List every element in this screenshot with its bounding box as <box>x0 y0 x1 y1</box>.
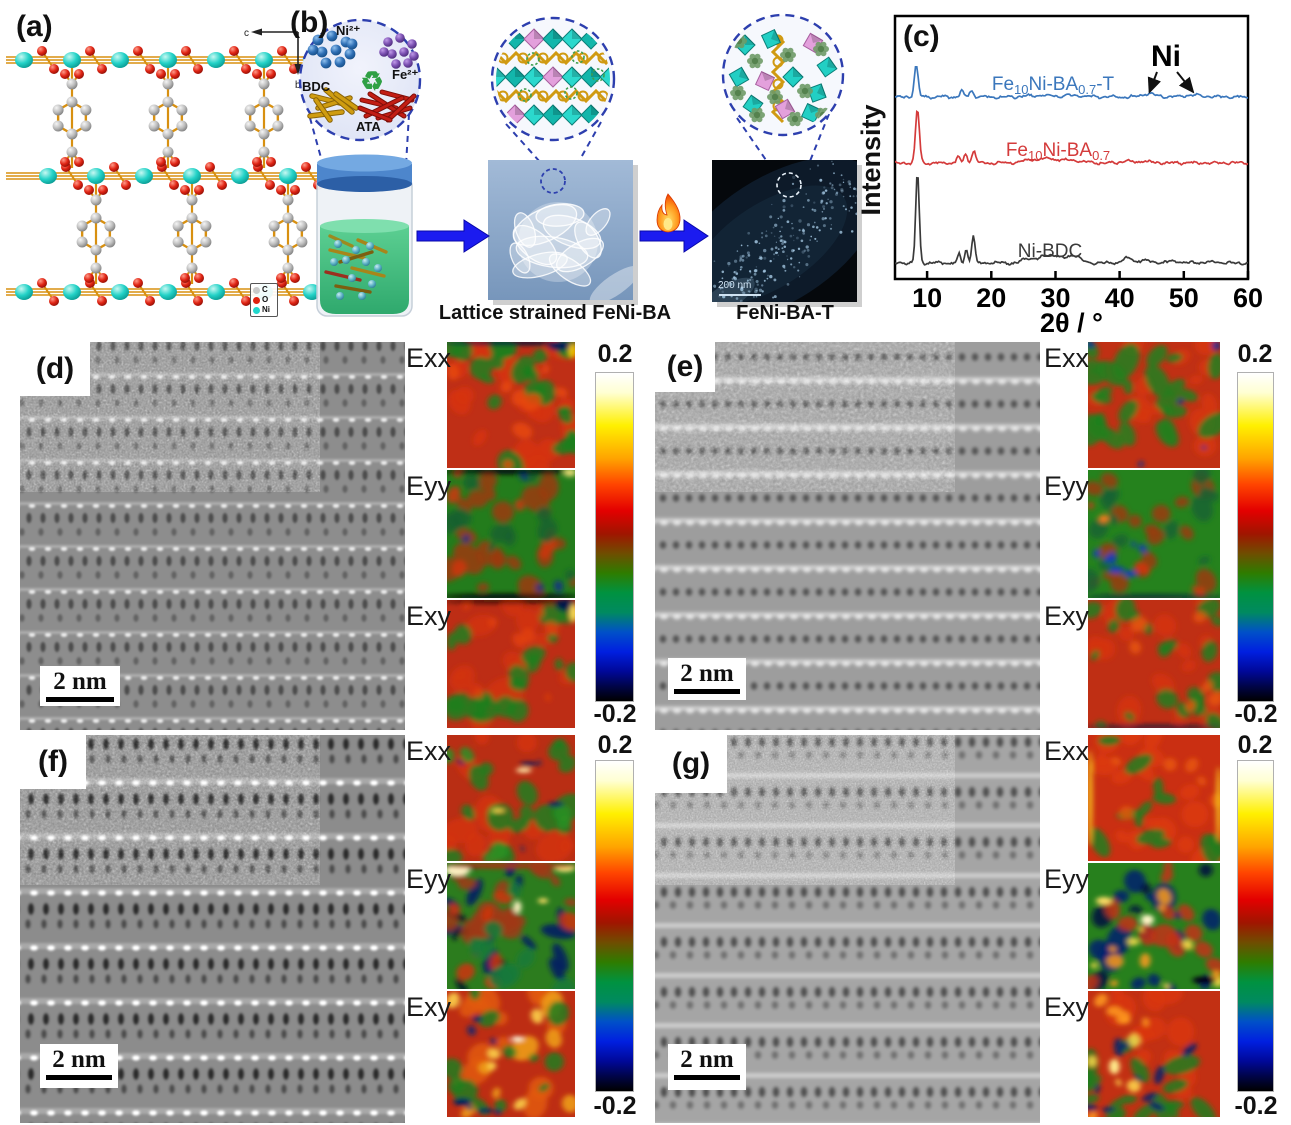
strain-map-f-exx <box>447 735 575 861</box>
strain-map-g-eyy <box>1088 863 1220 989</box>
atom-legend: C O Ni <box>250 283 278 317</box>
svg-text:50: 50 <box>1169 283 1199 313</box>
product-label-feni-ba-t: FeNi-BA-T <box>736 302 834 324</box>
panel-g-label-box: (g) <box>655 735 727 793</box>
strain-label-f-eyy: Eyy <box>406 864 452 894</box>
nickel-dot-icon <box>253 306 260 314</box>
stem-image-d <box>20 342 405 730</box>
xrd-y-axis-label: Intensity <box>856 104 886 216</box>
strain-label-f-exx: Exx <box>406 736 452 766</box>
tem-scalebar-line <box>719 294 761 296</box>
synthesis-scheme-graphic: ♻ <box>298 13 862 317</box>
scalebar-d: 2 nm <box>40 666 120 706</box>
svg-text:30: 30 <box>1040 283 1070 313</box>
svg-text:2θ / °: 2θ / ° <box>1040 308 1103 335</box>
scalebar-d-line <box>46 696 114 702</box>
legend-row-c: C <box>253 285 275 295</box>
panel-d-label: (d) <box>35 352 75 385</box>
colorbar-d-min: -0.2 <box>593 700 637 728</box>
crystal-structure-graphic <box>6 46 324 306</box>
scalebar-g: 2 nm <box>668 1044 746 1090</box>
scalebar-e-text: 2 nm <box>680 660 734 687</box>
strain-map-e-eyy <box>1088 470 1220 598</box>
strain-label-e-exy: Exy <box>1044 601 1090 631</box>
colorbar-d-max: 0.2 <box>597 340 633 368</box>
strain-label-d-eyy: Eyy <box>406 471 452 501</box>
strain-map-g-exy <box>1088 991 1220 1117</box>
svg-text:Ni: Ni <box>1151 40 1181 73</box>
legend-row-o: O <box>253 295 275 305</box>
strain-label-d-exx: Exx <box>406 343 452 373</box>
panel-f-label-box: (f) <box>20 735 86 789</box>
scalebar-g-line <box>673 1074 741 1080</box>
svg-text:40: 40 <box>1105 283 1135 313</box>
svg-text:♻: ♻ <box>360 66 383 96</box>
legend-label-c: C <box>262 285 268 294</box>
colorbar-e <box>1237 372 1274 702</box>
strain-label-g-exx: Exx <box>1044 736 1090 766</box>
scalebar-f-line <box>45 1074 113 1080</box>
fe-ion-label: Fe²⁺ <box>392 67 419 82</box>
legend-row-ni: Ni <box>253 305 275 315</box>
product-label-feni-ba: Lattice strained FeNi-BA <box>438 302 672 324</box>
colorbar-g-max: 0.2 <box>1237 731 1273 759</box>
oxygen-dot-icon <box>253 296 260 304</box>
panel-g-label: (g) <box>671 747 711 780</box>
ni-ion-label: Ni²⁺ <box>336 23 361 38</box>
strain-label-g-eyy: Eyy <box>1044 864 1090 894</box>
colorbar-e-max: 0.2 <box>1237 340 1273 368</box>
colorbar-e-min: -0.2 <box>1234 700 1278 728</box>
strain-map-f-eyy <box>447 863 575 989</box>
colorbar-d <box>595 372 634 702</box>
strain-map-d-eyy <box>447 470 575 598</box>
panel-c-label: (c) <box>903 20 940 53</box>
scalebar-f: 2 nm <box>40 1044 118 1088</box>
colorbar-f-min: -0.2 <box>593 1092 637 1120</box>
strain-map-d-exy <box>447 600 575 728</box>
ata-label: ATA <box>356 119 381 134</box>
svg-text:Ni-BDC: Ni-BDC <box>1018 241 1082 262</box>
svg-text:10: 10 <box>912 283 942 313</box>
legend-label-o: O <box>262 295 269 304</box>
panel-e-label-box: (e) <box>655 342 715 392</box>
strain-map-d-exx <box>447 342 575 468</box>
strain-map-e-exx <box>1088 342 1220 468</box>
colorbar-g <box>1237 760 1274 1092</box>
strain-label-e-eyy: Eyy <box>1044 471 1090 501</box>
svg-text:c: c <box>244 28 249 39</box>
strain-map-g-exx <box>1088 735 1220 861</box>
scalebar-e: 2 nm <box>668 658 746 700</box>
panel-e-label: (e) <box>666 350 704 383</box>
svg-text:20: 20 <box>976 283 1006 313</box>
strain-label-g-exy: Exy <box>1044 992 1090 1022</box>
colorbar-g-min: -0.2 <box>1234 1092 1278 1120</box>
panel-f-label: (f) <box>38 745 68 778</box>
strain-map-e-exy <box>1088 600 1220 728</box>
colorbar-f-max: 0.2 <box>597 731 633 759</box>
strain-label-e-exx: Exx <box>1044 343 1090 373</box>
scalebar-g-text: 2 nm <box>680 1046 734 1073</box>
xrd-chart: 10 20 30 40 50 60 2θ / ° Fe10Ni-BA0.7-T Fe10Ni-B… <box>893 14 1263 335</box>
scalebar-e-line <box>673 688 741 694</box>
carbon-dot-icon <box>253 286 260 294</box>
svg-text:Fe10Ni-BA0.7: Fe10Ni-BA0.7 <box>1006 140 1110 163</box>
crystal-axes-glyph: cb <box>244 28 302 91</box>
panel-a-label: (a) <box>16 10 53 43</box>
svg-text:60: 60 <box>1233 283 1263 313</box>
strain-label-d-exy: Exy <box>406 601 452 631</box>
strain-map-f-exy <box>447 991 575 1117</box>
svg-text:b: b <box>295 80 301 91</box>
scalebar-d-text: 2 nm <box>53 668 107 695</box>
colorbar-f <box>595 760 634 1092</box>
strain-label-f-exy: Exy <box>406 992 452 1022</box>
scalebar-f-text: 2 nm <box>52 1046 106 1073</box>
legend-label-ni: Ni <box>262 305 270 314</box>
panel-d-label-box: (d) <box>20 342 90 396</box>
bdc-label: BDC <box>302 79 331 94</box>
svg-text:Fe10Ni-BA0.7-T: Fe10Ni-BA0.7-T <box>992 74 1115 97</box>
panel-b-label: (b) <box>290 6 329 39</box>
tem-scalebar-label: 200 nm <box>718 280 752 291</box>
